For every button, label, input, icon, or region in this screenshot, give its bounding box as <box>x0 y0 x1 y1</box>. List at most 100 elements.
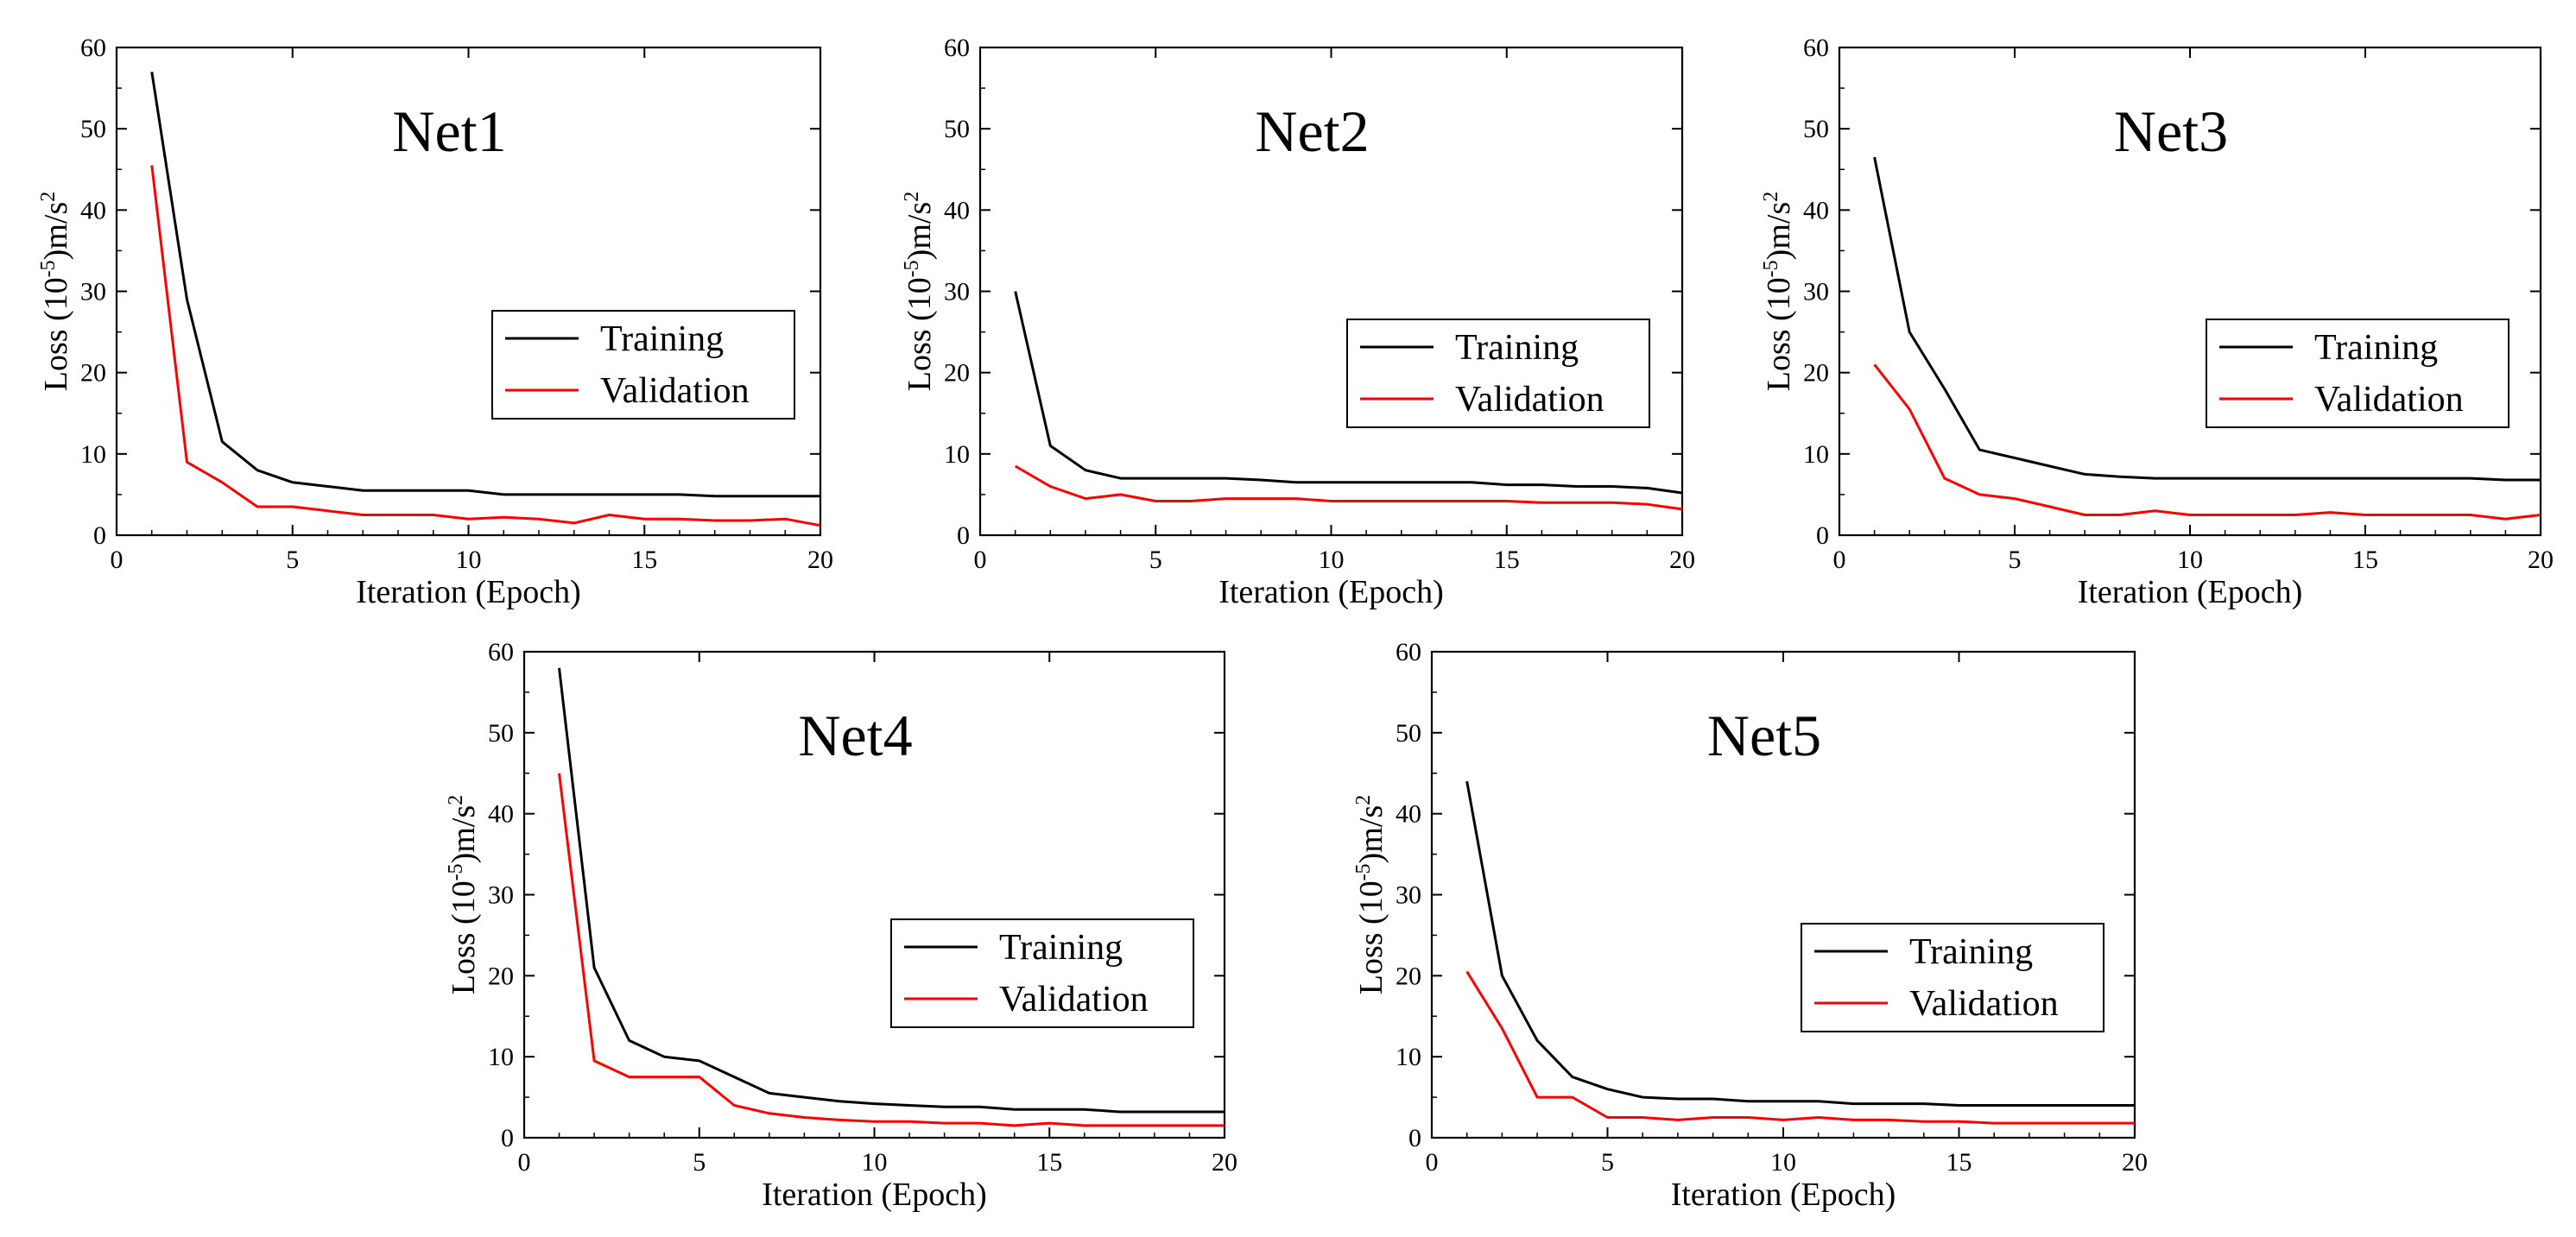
x-tick-label: 20 <box>1669 546 1695 574</box>
series-line-validation <box>1014 464 1683 511</box>
chart-panel-4: 0 5 10 15 20 0 10 20 30 40 50 60 Iteration (Epoch) Lo… <box>445 638 1237 1213</box>
y-tick-label: 0 <box>93 521 106 550</box>
y-tick-label: 60 <box>1803 34 1829 62</box>
y-axis-title-part: Loss (10 <box>1353 880 1389 994</box>
legend: Training Validation <box>491 310 795 420</box>
y-tick-label: 0 <box>1816 521 1829 550</box>
x-tick-label: 5 <box>1601 1148 1614 1177</box>
chart-panel-3: 0 5 10 15 20 0 10 20 30 40 50 60 Iteration (Epoch) Lo… <box>1760 34 2554 610</box>
y-axis-title-part: 2 <box>37 192 60 202</box>
y-tick-label: 60 <box>944 34 970 62</box>
x-tick-label: 0 <box>1833 546 1846 574</box>
y-tick-label: 50 <box>1803 115 1829 143</box>
x-tick-label: 5 <box>2009 546 2022 574</box>
y-tick-label: 50 <box>944 115 970 143</box>
y-axis-title: Loss (10-5)m/s2 <box>445 795 482 995</box>
y-axis-title-part: -5 <box>1352 863 1375 880</box>
legend-label-validation: Validation <box>1455 380 1604 420</box>
legend-label-validation: Validation <box>1909 984 2059 1024</box>
x-tick-label: 0 <box>518 1148 531 1177</box>
y-axis-title: Loss (10-5)m/s2 <box>901 192 938 392</box>
y-tick-label: 40 <box>1803 196 1829 224</box>
y-tick-label: 20 <box>944 359 970 388</box>
chart-panel-1: 0 5 10 15 20 0 10 20 30 40 50 60 Iteration (Epoch) Lo… <box>37 34 833 610</box>
legend: Training Validation <box>1801 923 2104 1032</box>
y-axis-title-part: Loss (10 <box>38 277 74 391</box>
x-tick-label: 15 <box>2352 546 2378 574</box>
y-axis-title-part: Loss (10 <box>1761 277 1797 391</box>
legend-label-training: Training <box>2314 328 2438 368</box>
y-tick-label: 30 <box>488 881 514 910</box>
y-axis-title-part: 2 <box>1352 795 1375 805</box>
legend-label-training: Training <box>1909 932 2033 972</box>
series-line-training <box>1873 156 2541 482</box>
x-tick-label: 10 <box>1319 546 1345 574</box>
y-axis-title: Loss (10-5)m/s2 <box>1760 192 1797 392</box>
y-axis-title-part: -5 <box>901 260 923 277</box>
y-tick-label: 10 <box>944 440 970 469</box>
y-tick-label: 40 <box>488 800 514 829</box>
x-tick-label: 20 <box>2122 1148 2148 1177</box>
y-tick-label: 50 <box>80 115 106 143</box>
y-tick-label: 20 <box>1396 962 1421 990</box>
legend: Training Validation <box>1346 319 1650 428</box>
x-tick-label: 0 <box>1426 1148 1439 1177</box>
y-axis-title: Loss (10-5)m/s2 <box>1352 795 1389 995</box>
y-tick-label: 30 <box>1803 278 1829 306</box>
x-tick-label: 10 <box>2177 546 2203 574</box>
y-tick-label: 0 <box>501 1124 514 1152</box>
x-tick-label: 15 <box>1494 546 1520 574</box>
x-tick-label: 15 <box>631 546 657 574</box>
x-tick-label: 20 <box>2528 546 2554 574</box>
chart-panel-5: 0 5 10 15 20 0 10 20 30 40 50 60 Iteration (Epoch) Lo… <box>1352 638 2148 1213</box>
series-line-training <box>558 667 1225 1114</box>
y-tick-label: 60 <box>80 34 106 62</box>
y-axis-title-part: )m/s <box>902 202 938 261</box>
series-line-training <box>1014 291 1683 495</box>
legend-label-training: Training <box>1455 328 1579 368</box>
y-axis-title-part: 2 <box>445 795 467 805</box>
y-tick-label: 50 <box>488 719 514 748</box>
legend-box <box>491 310 795 420</box>
x-axis-title: Iteration (Epoch) <box>1218 574 1444 610</box>
y-tick-label: 10 <box>1803 440 1829 469</box>
x-tick-label: 15 <box>1036 1148 1062 1177</box>
legend-label-training: Training <box>600 319 724 359</box>
y-tick-label: 30 <box>1396 881 1421 910</box>
x-tick-label: 10 <box>1770 1148 1796 1177</box>
x-tick-label: 10 <box>456 546 482 574</box>
x-axis-title: Iteration (Epoch) <box>356 574 581 610</box>
y-axis-title-part: Loss (10 <box>902 277 938 391</box>
x-tick-label: 0 <box>111 546 123 574</box>
y-axis-title-part: )m/s <box>446 805 482 864</box>
y-axis-title-part: -5 <box>37 260 60 277</box>
y-tick-label: 10 <box>1396 1043 1421 1071</box>
y-axis-title-part: -5 <box>445 863 467 880</box>
y-tick-label: 10 <box>488 1043 514 1071</box>
panel-title: Net3 <box>2114 98 2228 164</box>
y-axis-title-part: 2 <box>1760 192 1782 202</box>
panel-title: Net1 <box>392 98 506 164</box>
y-tick-label: 0 <box>957 521 970 550</box>
y-tick-label: 30 <box>944 278 970 306</box>
y-axis-title-part: )m/s <box>38 202 74 261</box>
y-tick-label: 40 <box>80 196 106 224</box>
x-tick-label: 5 <box>693 1148 706 1177</box>
y-axis-title-part: Loss (10 <box>446 880 482 994</box>
y-tick-label: 20 <box>488 962 514 990</box>
legend: Training Validation <box>890 918 1194 1028</box>
series-line-validation <box>150 165 821 527</box>
series-line-validation <box>1465 970 2135 1125</box>
legend-box <box>1801 923 2104 1032</box>
y-axis-title: Loss (10-5)m/s2 <box>37 192 74 392</box>
chart-panel-2: 0 5 10 15 20 0 10 20 30 40 50 60 Iteration (Epoch) Lo… <box>901 34 1695 610</box>
y-tick-label: 20 <box>1803 359 1829 388</box>
x-tick-label: 5 <box>1149 546 1162 574</box>
panel-title: Net2 <box>1255 98 1369 164</box>
y-axis-title-part: )m/s <box>1353 805 1389 864</box>
legend: Training Validation <box>2206 319 2510 428</box>
y-axis-title-part: )m/s <box>1761 202 1797 261</box>
series-line-validation <box>1873 363 2541 521</box>
x-axis-title: Iteration (Epoch) <box>2078 574 2303 610</box>
